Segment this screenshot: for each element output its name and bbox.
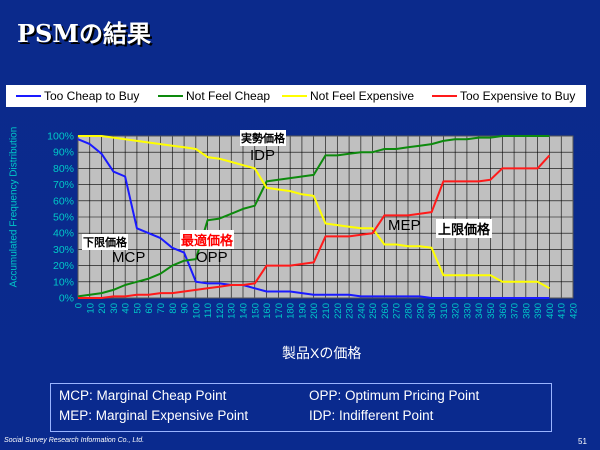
x-tick-label-33: 330 [462,303,473,319]
y-tick-label-4: 40% [53,228,74,240]
x-axis-label: 製品Xの価格 [282,345,362,361]
definition-opp: OPP: Optimum Pricing Point [309,388,480,403]
annotation-opp: OPP [196,249,228,266]
x-tick-label-19: 190 [297,303,308,319]
x-tick-label-30: 300 [427,303,438,319]
annotation-mcp: MCP [112,249,146,266]
annotation-jougen-kakaku: 上限価格 [436,219,493,238]
x-tick-label-15: 150 [250,303,261,319]
legend-label-too-expensive: Too Expensive to Buy [460,89,576,103]
legend-label-not-expensive: Not Feel Expensive [310,89,415,103]
x-tick-label-23: 230 [345,303,356,319]
x-tick-label-2: 20 [97,303,108,314]
annotation-saiteki-kakaku: 最適価格 [180,230,235,249]
x-tick-label-39: 390 [533,303,544,319]
x-tick-label-5: 50 [132,303,143,314]
x-tick-label-37: 370 [510,303,521,319]
definitions-box: MCP: Marginal Cheap Point OPP: Optimum P… [50,383,552,432]
y-tick-label-7: 70% [53,179,74,191]
annotation-jissei-kakaku: 実勢価格 [240,130,286,146]
x-tick-label-36: 360 [498,303,509,319]
x-tick-label-3: 30 [109,303,120,314]
x-tick-label-11: 110 [203,303,214,318]
y-tick-label-8: 80% [53,163,74,175]
x-tick-label-41: 410 [557,303,568,319]
y-tick-label-0: 0% [59,293,74,305]
x-tick-label-4: 40 [121,303,132,314]
annotation-idp: IDP [250,147,276,164]
x-tick-label-8: 80 [168,303,179,314]
legend-swatch-not-expensive [282,95,307,97]
series-line-too-expensive [78,154,551,299]
series-line-not-cheap [77,135,550,298]
x-tick-label-24: 240 [356,303,367,319]
x-tick-label-1: 10 [85,303,96,314]
definition-idp: IDP: Indifferent Point [309,408,434,423]
x-tick-label-34: 340 [474,303,485,319]
y-tick-label-5: 50% [53,212,74,224]
x-tick-label-6: 60 [144,303,155,314]
legend-label-not-cheap: Not Feel Cheap [186,89,271,103]
x-tick-label-26: 260 [380,303,391,319]
y-tick-label-3: 30% [53,244,74,256]
x-tick-label-12: 120 [215,303,226,319]
y-tick-label-9: 90% [53,147,74,159]
legend-swatch-too-cheap [16,95,41,97]
x-tick-label-9: 90 [180,303,191,314]
x-tick-label-38: 380 [521,303,532,319]
y-tick-label-1: 10% [53,276,74,288]
x-tick-label-14: 140 [239,303,250,319]
legend-swatch-too-expensive [432,95,457,97]
y-tick-label-10: 100% [47,131,74,143]
y-tick-label-2: 20% [53,260,74,272]
footer-company: Social Survey Research Information Co., … [4,437,145,444]
x-tick-label-28: 280 [404,303,415,319]
x-tick-label-0: 0 [74,303,85,308]
x-tick-label-7: 70 [156,303,167,314]
chart-legend: Too Cheap to Buy Not Feel Cheap Not Feel… [6,85,586,107]
x-tick-label-31: 310 [439,303,450,319]
definition-mep: MEP: Marginal Expensive Point [59,408,249,423]
x-tick-label-32: 320 [451,303,462,319]
x-tick-label-25: 250 [368,303,379,319]
x-tick-label-21: 210 [321,303,332,319]
x-tick-label-13: 130 [227,303,238,319]
annotation-kagen-kakaku: 下限価格 [82,234,128,250]
x-tick-label-27: 270 [392,303,403,319]
x-tick-label-29: 290 [415,303,426,319]
x-tick-label-35: 350 [486,303,497,319]
page-number: 51 [578,437,587,446]
series-line-too-cheap [77,138,550,299]
x-tick-label-20: 200 [309,303,320,319]
plot-border [77,135,574,299]
x-tick-label-17: 170 [274,303,285,319]
x-tick-label-40: 400 [545,303,556,319]
slide-title: PSMの結果 [17,19,151,48]
definition-mcp: MCP: Marginal Cheap Point [59,388,227,403]
x-tick-label-22: 220 [333,303,344,319]
x-tick-label-18: 180 [286,303,297,319]
legend-swatch-not-cheap [158,95,183,97]
x-tick-label-42: 420 [569,303,580,319]
legend-label-too-cheap: Too Cheap to Buy [44,89,140,103]
x-tick-label-16: 160 [262,303,273,319]
y-tick-label-6: 60% [53,195,74,207]
x-tick-label-10: 100 [191,303,202,319]
series-line-not-expensive [78,135,550,290]
annotation-mep: MEP [388,217,421,234]
